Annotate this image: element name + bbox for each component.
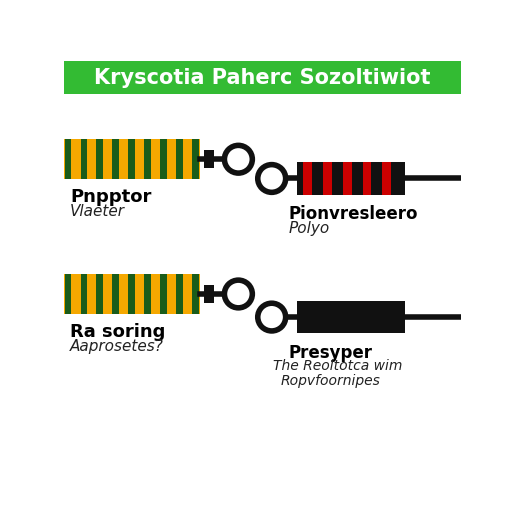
Circle shape xyxy=(258,303,286,331)
Text: Polyo: Polyo xyxy=(289,221,330,236)
Bar xyxy=(113,139,119,179)
Bar xyxy=(113,274,119,314)
Bar xyxy=(296,162,405,195)
Bar xyxy=(64,61,461,94)
Bar xyxy=(343,162,352,195)
Text: Ra soring: Ra soring xyxy=(70,323,165,341)
Bar xyxy=(323,162,332,195)
Bar xyxy=(296,301,405,333)
Bar xyxy=(65,139,71,179)
Bar xyxy=(129,274,135,314)
Text: Pionvresleero: Pionvresleero xyxy=(289,205,418,223)
Circle shape xyxy=(224,145,252,173)
Text: Presyper: Presyper xyxy=(289,344,373,362)
Bar xyxy=(80,274,87,314)
Bar xyxy=(304,162,312,195)
Bar xyxy=(362,162,372,195)
Text: Kryscotia Paherc Sozoltiwiot: Kryscotia Paherc Sozoltiwiot xyxy=(94,68,431,88)
Bar xyxy=(192,139,199,179)
Circle shape xyxy=(224,280,252,308)
Bar xyxy=(144,274,151,314)
Bar xyxy=(192,274,199,314)
Bar xyxy=(382,162,391,195)
Bar xyxy=(64,139,200,179)
Bar xyxy=(129,139,135,179)
Text: Pnpptor: Pnpptor xyxy=(70,188,152,206)
Bar xyxy=(96,139,103,179)
Bar xyxy=(204,285,214,303)
Circle shape xyxy=(258,165,286,193)
Bar xyxy=(204,150,214,168)
Text: Aaprosetes?: Aaprosetes? xyxy=(70,338,164,354)
Text: The Reoltotca wim: The Reoltotca wim xyxy=(273,359,402,373)
Bar xyxy=(144,139,151,179)
Bar xyxy=(160,139,167,179)
Bar xyxy=(176,274,183,314)
Text: Vlaeter: Vlaeter xyxy=(70,204,125,219)
Text: Ropvfoornipes: Ropvfoornipes xyxy=(281,374,381,388)
Bar xyxy=(80,139,87,179)
Bar xyxy=(96,274,103,314)
Bar xyxy=(65,274,71,314)
Bar xyxy=(64,274,200,314)
Bar xyxy=(176,139,183,179)
Bar xyxy=(160,274,167,314)
